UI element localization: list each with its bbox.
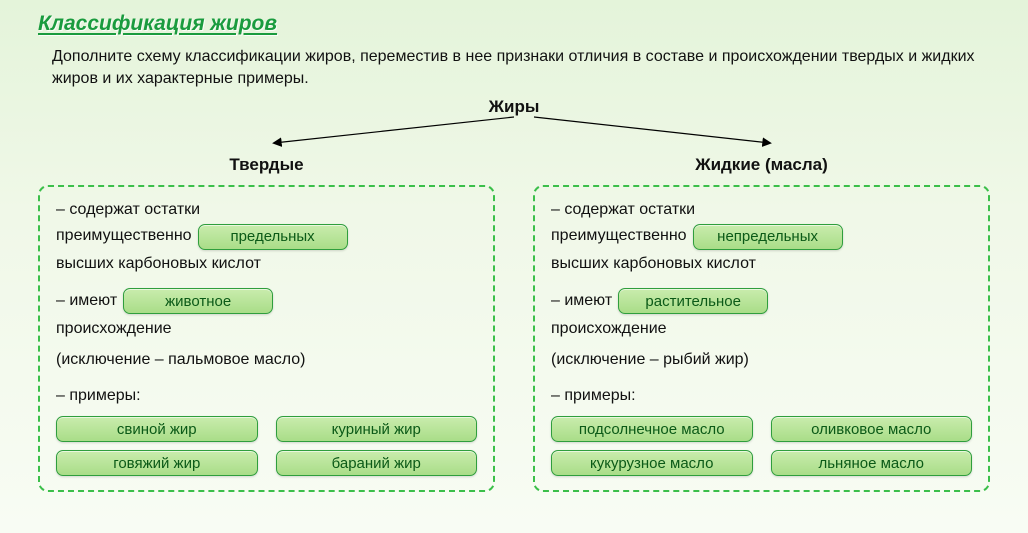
solid-line1a: – содержат остатки — [56, 197, 477, 223]
arrow-left — [274, 117, 514, 143]
branches-container: Твердые – содержат остатки преимуществен… — [38, 155, 990, 493]
solid-line1b-row: преимущественно предельных — [56, 222, 477, 251]
chip-liquid-acidtype[interactable]: непредельных — [693, 224, 843, 250]
liquid-line2-post: происхождение — [551, 316, 972, 342]
liquid-exception: (исключение – рыбий жир) — [551, 347, 972, 373]
arrow-right — [534, 117, 770, 143]
solid-line2-row: – имеют животное — [56, 287, 477, 316]
solid-exception: (исключение – пальмовое масло) — [56, 347, 477, 373]
page-title: Классификация жиров — [38, 12, 990, 36]
solid-examples-grid: свиной жир куриный жир говяжий жир баран… — [56, 416, 477, 476]
solid-line1c: высших карбоновых кислот — [56, 251, 477, 277]
solid-line2-post: происхождение — [56, 316, 477, 342]
solid-line1b-pre: преимущественно — [56, 222, 192, 251]
liquid-line1c: высших карбоновых кислот — [551, 251, 972, 277]
branch-arrows — [38, 117, 990, 155]
liquid-line1b-pre: преимущественно — [551, 222, 687, 251]
chip-example-liquid-2[interactable]: кукурузное масло — [551, 450, 753, 476]
liquid-line1b-row: преимущественно непредельных — [551, 222, 972, 251]
instruction-text: Дополните схему классификации жиров, пер… — [52, 46, 984, 91]
chip-liquid-origin[interactable]: растительное — [618, 288, 768, 314]
liquid-examples-label: – примеры: — [551, 383, 972, 409]
chip-example-solid-2[interactable]: говяжий жир — [56, 450, 258, 476]
panel-liquid[interactable]: – содержат остатки преимущественно непре… — [533, 185, 990, 493]
arrows-svg — [38, 113, 990, 155]
liquid-examples-grid: подсолнечное масло оливковое масло кукур… — [551, 416, 972, 476]
chip-example-solid-3[interactable]: бараний жир — [276, 450, 478, 476]
chip-example-solid-1[interactable]: куриный жир — [276, 416, 478, 442]
chip-solid-acidtype[interactable]: предельных — [198, 224, 348, 250]
chip-example-liquid-3[interactable]: льняное масло — [771, 450, 973, 476]
chip-solid-origin[interactable]: животное — [123, 288, 273, 314]
liquid-line1a: – содержат остатки — [551, 197, 972, 223]
branch-solid: Твердые – содержат остатки преимуществен… — [38, 155, 495, 493]
panel-solid[interactable]: – содержат остатки преимущественно преде… — [38, 185, 495, 493]
chip-example-liquid-1[interactable]: оливковое масло — [771, 416, 973, 442]
liquid-line2-row: – имеют растительное — [551, 287, 972, 316]
chip-example-liquid-0[interactable]: подсолнечное масло — [551, 416, 753, 442]
branch-liquid-title: Жидкие (масла) — [533, 155, 990, 175]
liquid-line2-pre: – имеют — [551, 287, 612, 316]
branch-solid-title: Твердые — [38, 155, 495, 175]
branch-liquid: Жидкие (масла) – содержат остатки преиму… — [533, 155, 990, 493]
solid-line2-pre: – имеют — [56, 287, 117, 316]
solid-examples-label: – примеры: — [56, 383, 477, 409]
chip-example-solid-0[interactable]: свиной жир — [56, 416, 258, 442]
